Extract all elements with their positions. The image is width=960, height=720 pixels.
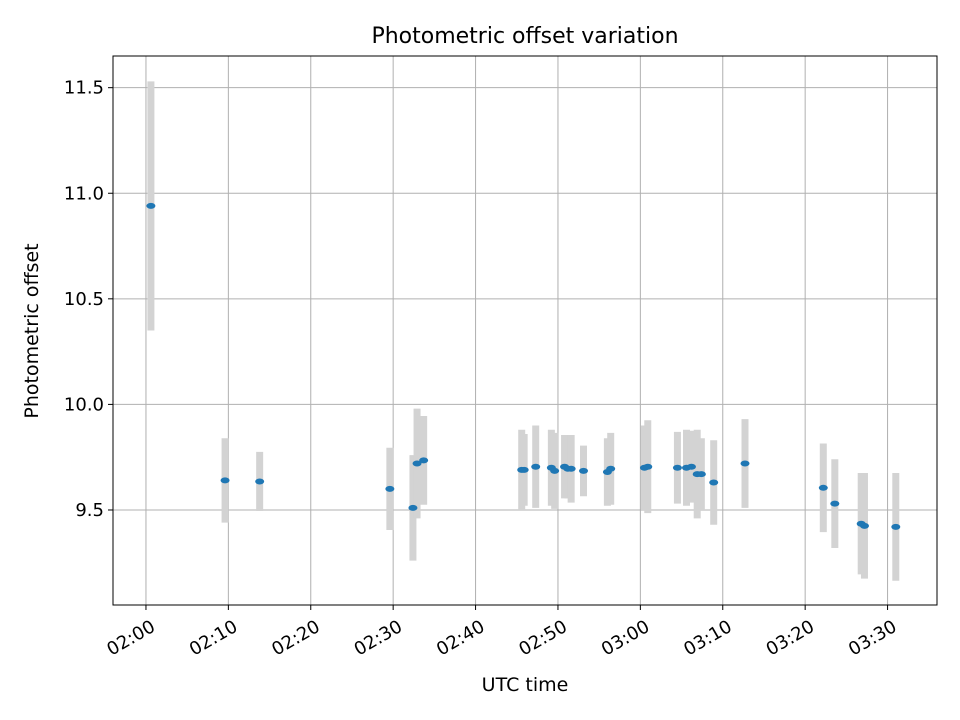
y-tick: 10.5: [64, 289, 113, 310]
chart-title: Photometric offset variation: [371, 24, 678, 49]
data-point: [519, 466, 529, 473]
data-point: [859, 522, 869, 529]
data-point: [419, 457, 429, 464]
y-tick: 9.5: [75, 500, 113, 521]
y-tick-label: 11.5: [64, 78, 104, 99]
y-tick-label: 9.5: [75, 500, 104, 521]
data-point: [579, 467, 589, 474]
data-point: [408, 504, 418, 511]
plot-area: [113, 56, 937, 605]
y-tick-label: 11.0: [64, 183, 104, 204]
data-point: [643, 463, 653, 470]
data-point: [696, 471, 706, 478]
data-point: [220, 477, 230, 484]
data-point: [531, 463, 541, 470]
data-points: [146, 202, 901, 530]
data-point: [830, 500, 840, 507]
y-tick-label: 10.5: [64, 289, 104, 310]
data-point: [891, 523, 901, 530]
y-tick: 10.0: [64, 394, 113, 415]
y-axis-label: Photometric offset: [21, 243, 43, 418]
data-point: [255, 478, 265, 485]
y-axis-ticks: 9.5 10.0 10.5 11.0 11.5: [64, 78, 113, 521]
y-tick-label: 10.0: [64, 394, 104, 415]
data-point: [709, 479, 719, 486]
data-point: [412, 460, 422, 467]
data-point: [550, 467, 560, 474]
data-point: [672, 464, 682, 471]
data-point: [606, 465, 616, 472]
plot-frame: [112, 55, 938, 606]
data-point: [385, 485, 395, 492]
data-point: [146, 202, 156, 209]
x-axis-label: UTC time: [482, 674, 569, 696]
y-tick: 11.5: [64, 78, 113, 99]
data-point: [686, 463, 696, 470]
y-tick: 11.0: [64, 183, 113, 204]
data-point: [818, 484, 828, 491]
data-point: [740, 460, 750, 467]
data-point: [566, 465, 576, 472]
